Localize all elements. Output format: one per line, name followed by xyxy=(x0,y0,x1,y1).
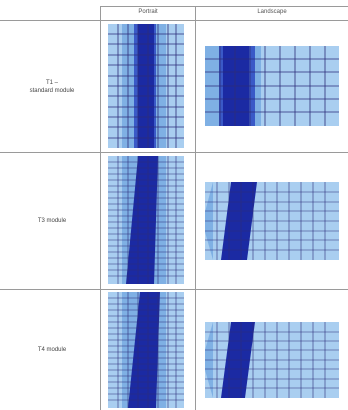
t1-landscape-shading-image xyxy=(205,46,339,126)
portrait-header: Portrait xyxy=(138,9,158,15)
row-label-t1-line2: standard module xyxy=(29,87,75,94)
row2-bottom-border xyxy=(0,289,348,290)
t4-landscape-shading-image xyxy=(205,322,339,398)
landscape-header: Landscape xyxy=(257,9,287,15)
row-label-t3-line1: T3 module xyxy=(37,218,67,224)
row-label-t1-line1: T1 – xyxy=(45,79,58,86)
header-bottom-border xyxy=(0,20,348,21)
table-top-border xyxy=(100,6,348,7)
left-col-border xyxy=(100,6,101,410)
row1-bottom-border xyxy=(0,152,348,153)
row-label-t1: T1 – standard module xyxy=(4,21,100,152)
t3-landscape-shading-image xyxy=(205,182,339,260)
row-label-t3: T3 module xyxy=(4,153,100,289)
t4-portrait-shading-image xyxy=(108,292,184,408)
t1-portrait-shading-image xyxy=(108,24,184,148)
row-label-t4-line1: T4 module xyxy=(37,347,67,353)
row-label-t4: T4 module xyxy=(4,290,100,410)
mid-col-border xyxy=(195,6,196,410)
t3-portrait-shading-image xyxy=(108,156,184,284)
